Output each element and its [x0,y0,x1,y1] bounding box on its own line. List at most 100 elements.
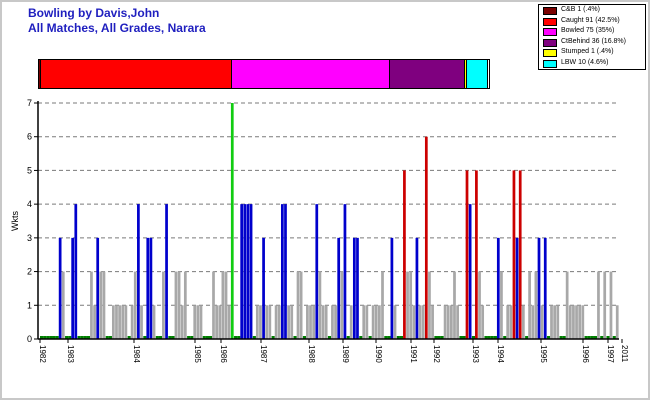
zero-marker [205,336,210,339]
zero-marker [271,336,275,339]
zero-marker [562,336,566,339]
zero-marker [168,336,172,339]
bar [199,305,203,339]
zero-marker [440,336,444,339]
bar [556,305,560,339]
bar [215,305,218,339]
proportion-segment [39,60,41,88]
zero-marker [606,336,610,339]
zero-marker [490,336,494,339]
bar [111,305,115,339]
zero-marker [234,336,238,339]
bar [506,305,510,339]
x-tick-label: 1990 [374,345,383,363]
proportion-segment [389,60,466,88]
y-tick-label: 1 [27,300,32,310]
bar [287,305,290,339]
zero-marker [77,336,81,339]
bar [349,305,353,339]
bar [331,305,334,339]
bar [240,204,244,339]
bar [249,204,253,339]
legend-swatch [543,49,557,57]
legend-swatch [543,28,557,36]
bar [500,271,503,339]
zero-marker [68,336,72,339]
bar [174,271,178,339]
bar [133,271,137,339]
zero-marker [484,336,488,339]
zero-marker [40,336,44,339]
zero-marker [590,336,594,339]
bar [246,204,250,339]
bar [180,305,184,339]
zero-marker [252,336,256,339]
zero-marker [127,336,131,339]
bar [221,271,225,339]
bar [597,271,600,339]
bar [521,305,525,339]
bar [137,204,140,339]
bar [218,305,222,339]
bar [193,305,197,339]
bar [540,305,544,339]
proportion-segment [466,60,488,88]
bar [478,271,481,339]
x-tick-label: 1995 [539,345,548,363]
zero-marker [503,336,507,339]
bar [340,271,344,339]
zero-marker [209,336,213,339]
bar [262,237,265,339]
zero-marker [49,336,53,339]
bar [318,271,322,339]
bar [224,271,228,339]
bar [481,305,485,339]
bar [102,271,106,339]
x-tick-label: 1983 [66,345,75,363]
bar [465,170,469,339]
bar [365,305,369,339]
zero-marker [108,336,112,339]
bar [183,271,187,339]
x-tick-label: 1985 [193,345,202,363]
bar [553,305,557,339]
bar [378,305,381,339]
bar [403,170,406,339]
bar [374,305,378,339]
y-tick-label: 5 [27,165,32,175]
bar [352,237,356,339]
zero-marker [43,336,47,339]
zero-marker [547,336,551,339]
zero-marker [559,336,563,339]
zero-marker [359,336,363,339]
bar [415,237,419,339]
bar [578,305,582,339]
bar [99,271,103,339]
chart-title: Bowling by Davis,John [28,6,160,20]
y-tick-label: 4 [27,199,32,209]
bar [140,305,143,339]
proportion-segment [40,60,233,88]
bar [418,305,422,339]
zero-marker [487,336,491,339]
bar [534,271,538,339]
legend-label: Bowled 75 (35%) [561,27,615,34]
proportion-segment [232,60,390,88]
zero-marker [302,336,307,339]
zero-marker [368,336,372,339]
zero-marker [158,336,163,339]
bar [324,305,328,339]
x-tick-label: 1994 [496,345,505,363]
y-tick-label: 0 [27,334,32,344]
legend-label: Caught 91 (42.5%) [561,16,620,24]
legend-label: Stumped 1 (.4%) [561,48,614,55]
bar [290,305,294,339]
y-tick-label: 2 [27,267,32,277]
bar [528,271,531,339]
bar [118,305,121,339]
zero-marker [437,336,441,339]
zero-marker [80,336,84,339]
bar [255,305,259,339]
